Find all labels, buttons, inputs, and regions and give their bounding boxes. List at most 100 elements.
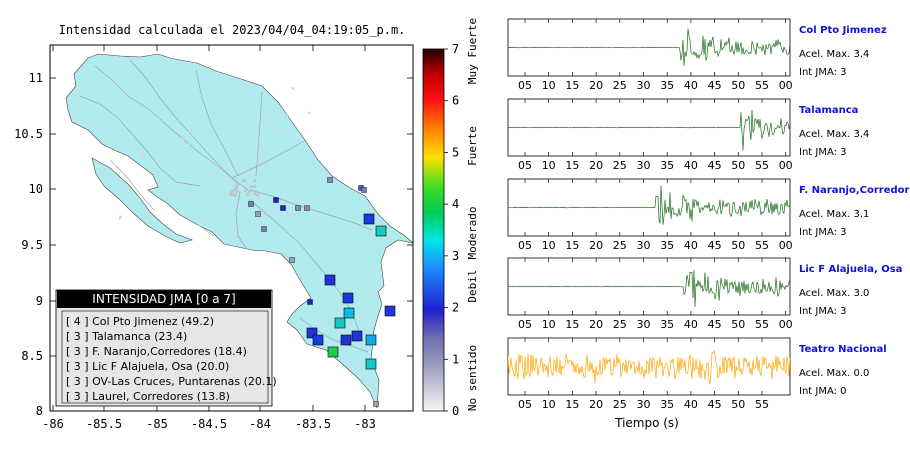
station-marker-small — [304, 205, 310, 211]
trace-tick-label: 55 — [755, 159, 769, 172]
station-marker-small — [273, 197, 279, 203]
station-marker-small — [307, 299, 313, 305]
map-y-tick-label: 9 — [36, 294, 43, 308]
colorbar-tick-label: 1 — [452, 352, 459, 366]
road-line — [235, 191, 247, 249]
town-dot — [195, 121, 199, 124]
map-y-tick-label: 10 — [29, 182, 43, 196]
colorbar-level-label: No sentido — [466, 345, 479, 411]
town-dot — [251, 86, 254, 90]
waveform-trace — [508, 28, 790, 66]
town-dot — [291, 86, 295, 90]
town-dot — [244, 217, 248, 220]
trace-tick-label: 55 — [755, 318, 769, 331]
trace-tick-label: 25 — [613, 398, 627, 411]
trace-tick-label: 45 — [708, 318, 722, 331]
town-dot — [129, 119, 133, 123]
trace-tick-label: 15 — [565, 239, 579, 252]
town-dot — [239, 156, 242, 159]
trace-tick-label: 15 — [565, 79, 579, 92]
trace-tick-label: 20 — [589, 159, 603, 172]
colorbar-tick-label: 0 — [452, 404, 459, 418]
trace-tick-label: 20 — [589, 398, 603, 411]
station-name: F. Naranjo,Corredores — [799, 185, 910, 196]
colorbar-tick-label: 2 — [452, 301, 459, 315]
map-x-tick-label: -85.5 — [86, 417, 122, 431]
town-dot — [294, 181, 297, 185]
station-marker-small — [261, 226, 267, 232]
trace-tick-label: 50 — [731, 318, 745, 331]
waveform-panel: 05 10 15 20 25 30 35 40 45 50 55 00 Col Pto Jimenez A… — [507, 18, 887, 92]
town-dot — [248, 148, 252, 152]
legend-entry: [ 3 ] Laurel, Corredores (13.8) — [66, 390, 230, 403]
town-dot — [290, 147, 294, 150]
road-line — [94, 65, 241, 186]
station-marker-small — [248, 201, 254, 207]
trace-tick-label: 35 — [660, 318, 674, 331]
town-dot — [142, 155, 145, 159]
trace-tick-label: 05 — [518, 79, 532, 92]
trace-tick-label: 25 — [613, 239, 627, 252]
station-max-accel: Acel. Max. 3.1 — [799, 209, 869, 220]
station-marker — [340, 334, 352, 346]
road-line — [109, 159, 155, 211]
station-marker-small — [327, 177, 333, 183]
station-jma-intensity: Int JMA: 3 — [799, 227, 847, 238]
trace-tick-label: 30 — [637, 318, 651, 331]
waveform-trace — [508, 185, 790, 225]
town-dot — [144, 216, 148, 220]
colorbar-level-label: Fuerte — [466, 126, 479, 166]
town-dot — [249, 114, 252, 118]
town-dot — [286, 214, 290, 218]
road-line — [299, 317, 369, 353]
road-line — [231, 139, 307, 179]
station-marker — [312, 334, 324, 346]
town-dot — [286, 212, 290, 215]
trace-tick-label: 25 — [613, 159, 627, 172]
town-dot — [291, 214, 295, 218]
station-max-accel: Acel. Max. 0.0 — [799, 368, 869, 379]
trace-tick-label: 40 — [684, 79, 698, 92]
legend-entry: [ 3 ] Lic F Alajuela, Osa (20.0) — [66, 360, 229, 373]
trace-tick-label: 25 — [613, 318, 627, 331]
colorbar-level-label: Moderado — [466, 207, 479, 260]
town-dot — [234, 184, 239, 189]
trace-tick-label: 45 — [708, 239, 722, 252]
station-jma-intensity: Int JMA: 3 — [799, 67, 847, 78]
town-dot — [307, 111, 311, 115]
station-name: Lic F Alajuela, Osa — [799, 264, 902, 275]
town-dot — [238, 100, 242, 103]
town-dot — [189, 212, 193, 216]
station-jma-intensity: Int JMA: 0 — [799, 386, 847, 397]
intensity-colorbar: 0 1 2 3 4 5 6 7 No sentido Debil Moderado Fuerte Mu… — [422, 18, 479, 418]
town-dot — [188, 130, 191, 133]
trace-tick-label: 00 — [779, 79, 793, 92]
map-x-tick-label: -86 — [42, 417, 64, 431]
station-max-accel: Acel. Max. 3.4 — [799, 49, 869, 60]
legend-entry: [ 4 ] Col Pto Jimenez (49.2) — [66, 315, 214, 328]
trace-tick-label: 35 — [660, 398, 674, 411]
trace-tick-label: 50 — [731, 159, 745, 172]
town-dot — [253, 184, 257, 188]
town-dot — [231, 193, 235, 197]
town-dot — [133, 139, 137, 143]
town-dot — [234, 187, 238, 191]
trace-tick-label: 35 — [660, 239, 674, 252]
trace-tick-label: 40 — [684, 398, 698, 411]
trace-tick-label: 20 — [589, 79, 603, 92]
map-x-tick-label: -85 — [146, 417, 168, 431]
trace-tick-label: 10 — [542, 239, 556, 252]
trace-tick-label: 35 — [660, 159, 674, 172]
map-title: Intensidad calculada el 2023/04/04_04:19… — [59, 23, 406, 37]
town-dot — [235, 113, 239, 117]
colorbar-gradient — [422, 48, 445, 412]
town-dot — [235, 181, 240, 186]
road-line — [195, 69, 239, 177]
town-dot — [120, 115, 124, 119]
town-dot — [296, 162, 300, 165]
trace-tick-label: 50 — [731, 79, 745, 92]
station-jma-intensity: Int JMA: 3 — [799, 147, 847, 158]
station-name: Col Pto Jimenez — [799, 25, 887, 36]
trace-tick-label: 05 — [518, 239, 532, 252]
waveform-trace — [508, 109, 790, 151]
